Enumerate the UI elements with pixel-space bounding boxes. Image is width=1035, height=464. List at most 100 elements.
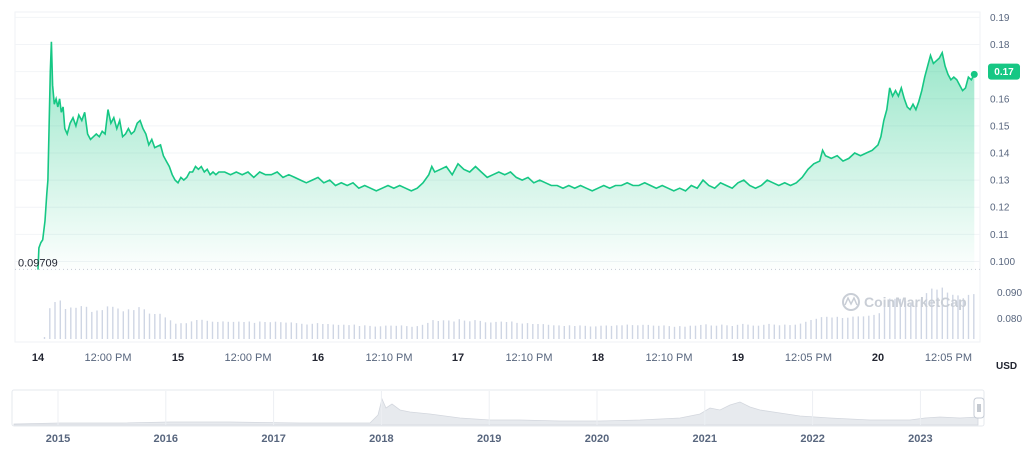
y-tick-label: 0.18 (990, 40, 1010, 51)
volume-bar (663, 325, 665, 339)
volume-bar (883, 306, 886, 339)
volume-bar (642, 324, 644, 339)
volume-bar (421, 324, 424, 339)
volume-bar (941, 287, 943, 339)
price-line (37, 41, 975, 270)
volume-bar (647, 324, 649, 339)
volume-bar (206, 320, 208, 339)
volume-bar (248, 321, 250, 339)
svg-text:0.17: 0.17 (994, 67, 1014, 78)
volume-bar (400, 325, 403, 339)
volume-bar (117, 308, 119, 339)
volume-bar (847, 317, 849, 339)
volume-bar (778, 325, 781, 339)
volume-bar (600, 325, 602, 339)
volume-bar (810, 320, 812, 339)
volume-bar (427, 322, 429, 339)
volume-bar (873, 314, 875, 339)
volume-bar (584, 325, 586, 339)
volume-bar (621, 325, 623, 339)
volume-bar (364, 325, 366, 339)
volume-bar (610, 325, 613, 339)
volume-bar (49, 308, 51, 339)
volume-bar (763, 324, 765, 339)
volume-bar (59, 300, 61, 339)
volume-bar (180, 323, 182, 339)
volume-bar (43, 337, 46, 339)
volume-bar (526, 323, 529, 339)
volume-bar (196, 320, 198, 339)
volume-bar (910, 303, 912, 339)
volume-bar (337, 324, 340, 339)
volume-bar (138, 307, 140, 339)
volume-bar (689, 325, 691, 339)
navigator-year-label: 2020 (585, 433, 609, 445)
volume-bar (773, 324, 775, 339)
volume-bar (731, 326, 733, 339)
volume-bar (868, 315, 870, 339)
range-navigator[interactable] (11, 389, 985, 427)
volume-bar (784, 324, 786, 339)
volume-bar (374, 326, 376, 339)
volume-bar (484, 322, 487, 339)
volume-bar (295, 323, 298, 339)
volume-bar (962, 298, 964, 339)
volume-tick-label: 0.090 (997, 288, 1022, 299)
x-tick-label: 18 (592, 352, 604, 364)
volume-bar (259, 321, 261, 339)
volume-bar (185, 323, 187, 339)
volume-bar (537, 324, 539, 339)
price-area-fill (38, 41, 975, 275)
volume-bar (626, 324, 628, 339)
volume-bar (500, 321, 502, 339)
volume-bar (726, 325, 728, 339)
volume-bar (238, 321, 240, 339)
volume-bar (931, 288, 933, 339)
volume-bar (159, 313, 161, 339)
volume-bar (957, 295, 959, 339)
navigator-year-label: 2018 (369, 433, 393, 445)
volume-bar (558, 325, 560, 339)
volume-bar (222, 321, 224, 339)
volume-bar (736, 324, 739, 339)
x-tick-label: 12:10 PM (365, 352, 412, 364)
volume-bar (899, 298, 901, 339)
volume-bar (915, 303, 917, 339)
volume-bar (91, 311, 93, 339)
volume-bar (652, 325, 655, 339)
volume-bar (227, 321, 229, 339)
y-tick-label: 0.13 (990, 176, 1010, 187)
volume-bar (280, 322, 282, 339)
volume-bar (285, 322, 287, 339)
volume-bar (605, 325, 607, 339)
volume-bar (894, 298, 896, 339)
start-value-label: 0.09709 (18, 257, 58, 269)
navigator-handle[interactable] (973, 397, 985, 419)
volume-bar (243, 322, 245, 339)
volume-bar (232, 321, 235, 339)
y-tick-label: 0.14 (990, 148, 1010, 159)
x-tick-label: 17 (452, 352, 464, 364)
volume-bar (747, 324, 749, 339)
volume-bar (442, 320, 445, 339)
volume-bar (64, 309, 67, 339)
x-tick-label: 20 (872, 352, 884, 364)
x-tick-label: 19 (732, 352, 744, 364)
volume-bar (925, 293, 928, 339)
volume-bar (190, 321, 193, 339)
volume-bar (852, 316, 854, 339)
volume-bar (269, 322, 271, 339)
volume-bar (211, 321, 214, 339)
volume-bar (322, 324, 324, 339)
volume-bar (301, 323, 303, 339)
navigator-year-label: 2022 (800, 433, 824, 445)
volume-bar (127, 309, 130, 339)
volume-bar (327, 324, 329, 339)
x-tick-label: 12:10 PM (645, 352, 692, 364)
navigator-year-label: 2021 (693, 433, 717, 445)
volume-bar (542, 324, 544, 339)
x-tick-label: 14 (32, 352, 45, 364)
y-axis: 0.19 0.18 0.17 0.16 0.15 0.14 0.13 0.12 0.11 0.10… (990, 13, 1015, 268)
navigator-year-label: 2019 (477, 433, 501, 445)
